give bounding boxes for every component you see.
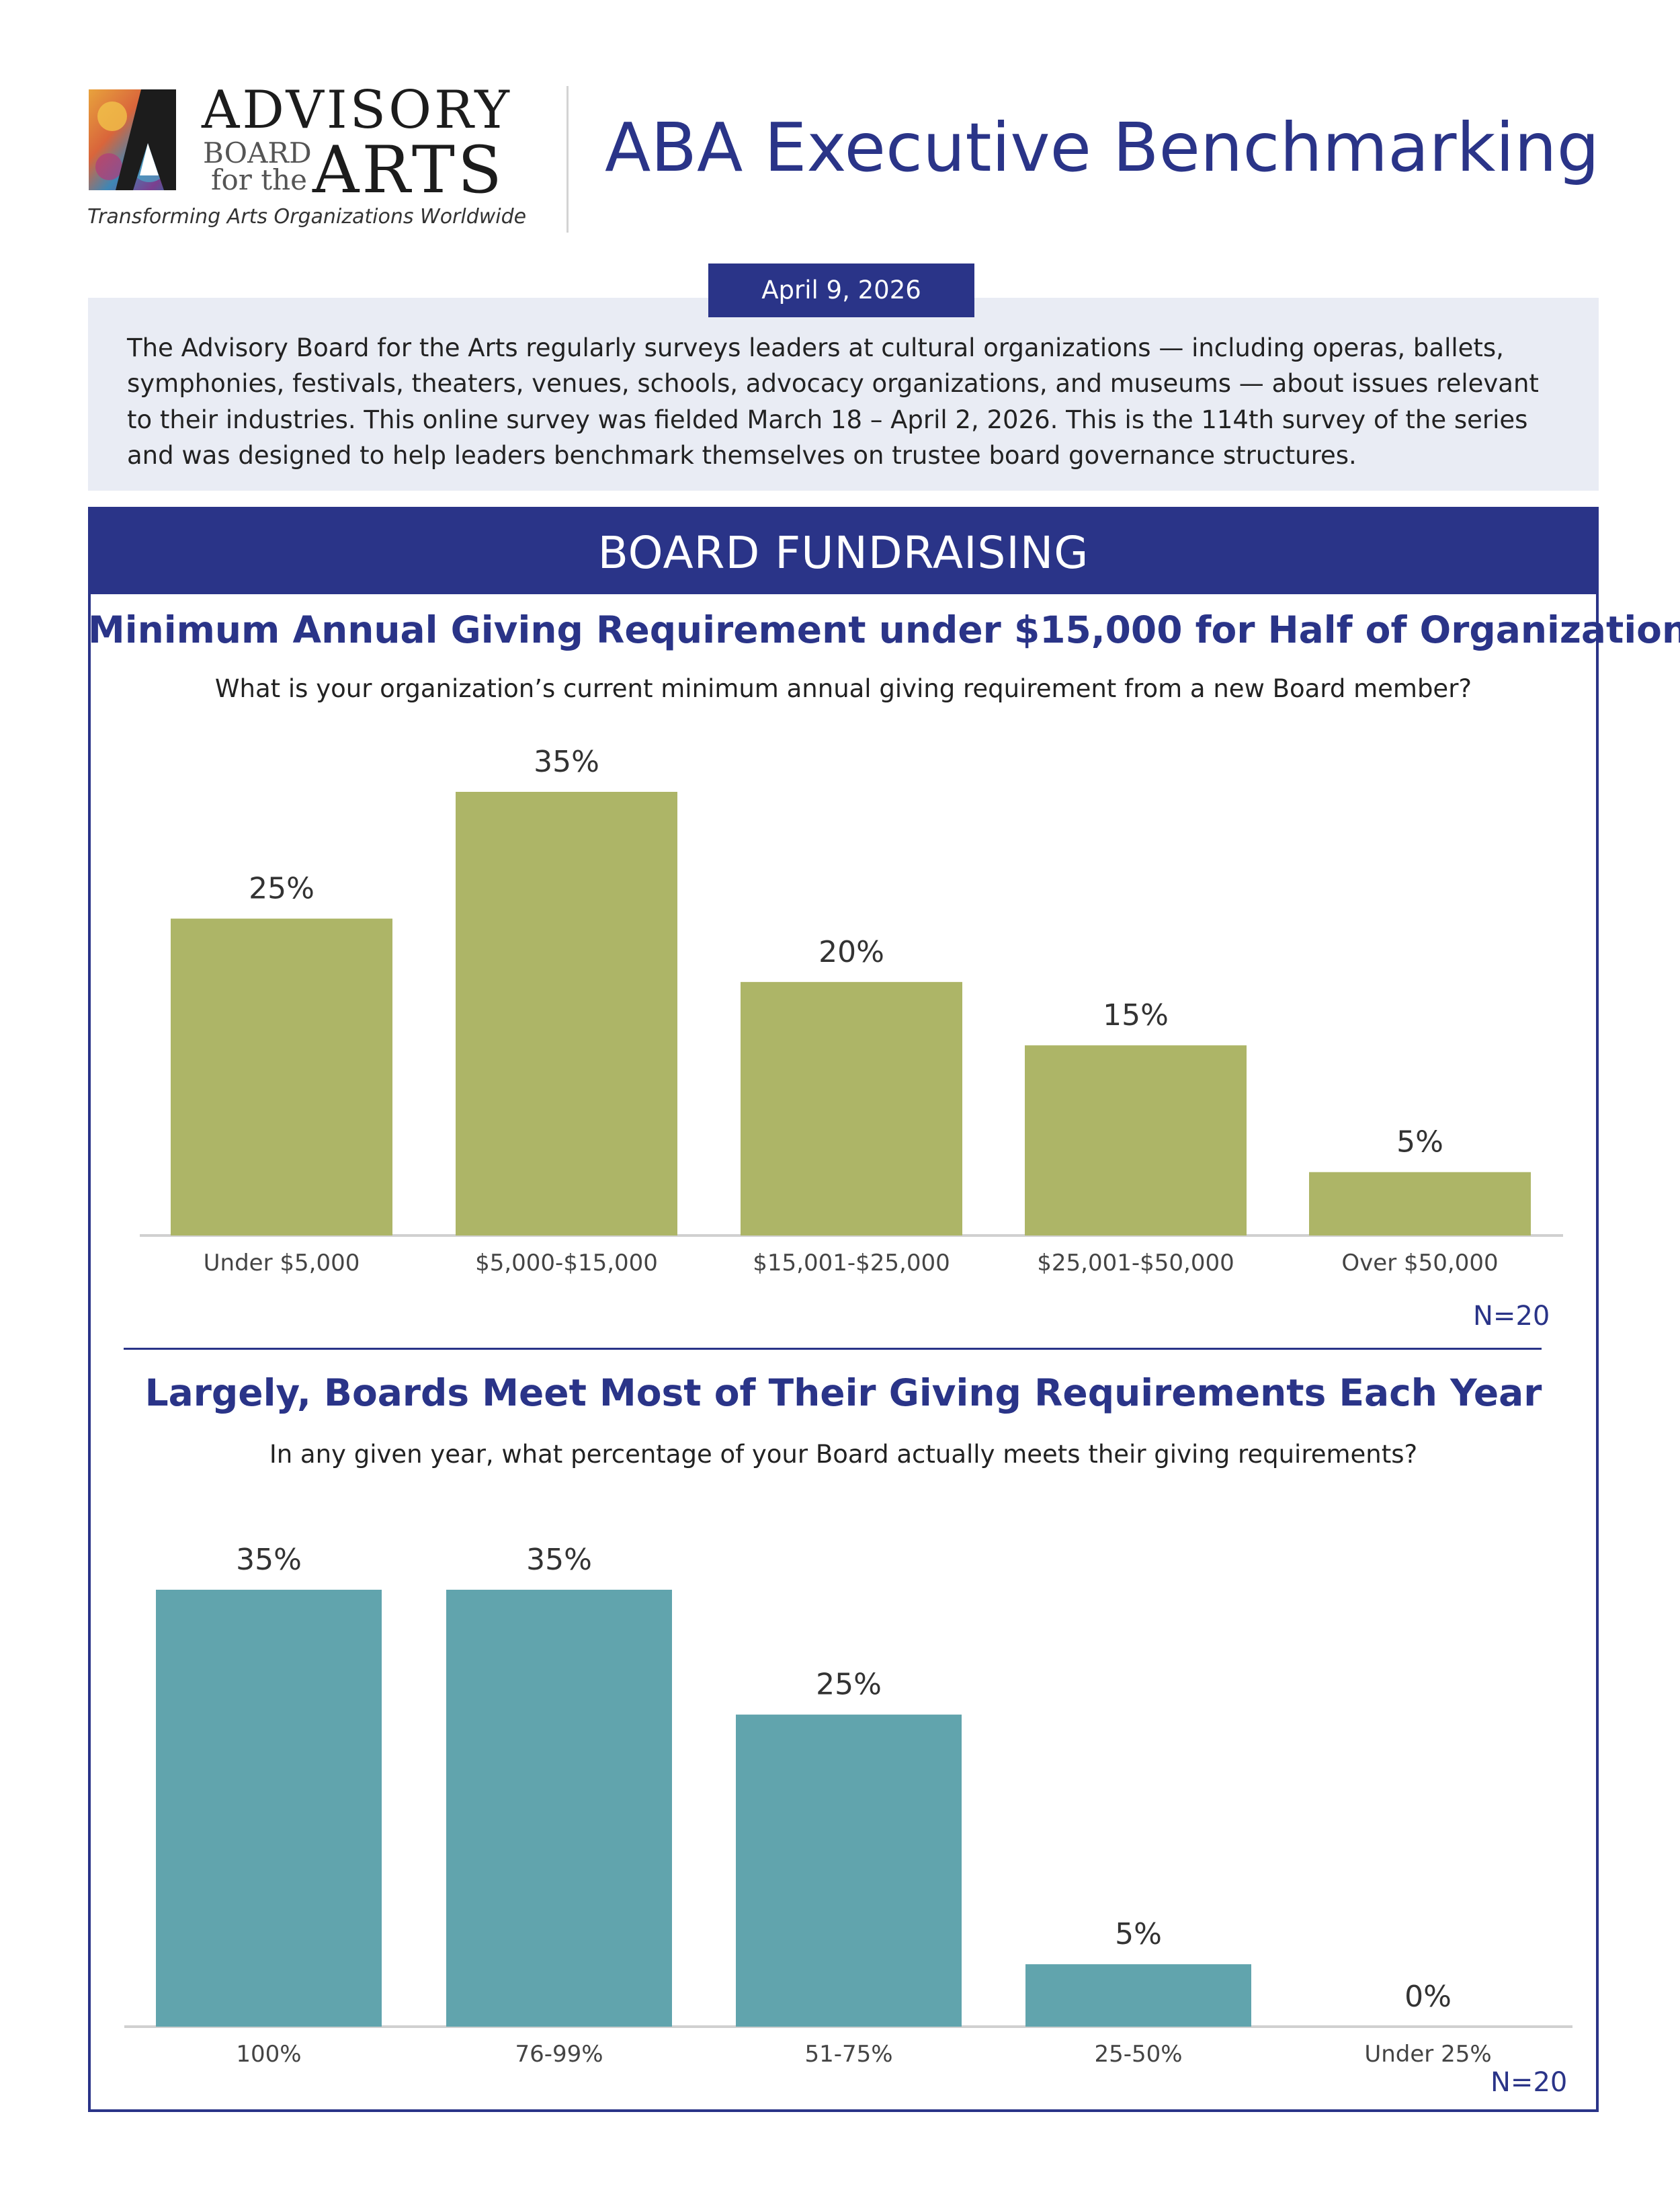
chart1-category-label: $15,001-$25,000 [753, 1250, 950, 1276]
chart2-n-label: N=20 [1490, 2067, 1568, 2098]
chart2-bar [156, 1590, 382, 2027]
chart1-category-label: $25,001-$50,000 [1037, 1250, 1234, 1276]
chart1-n-label: N=20 [1473, 1301, 1550, 1332]
chart1-bar [1025, 1045, 1247, 1235]
logo-board-text: BOARD [203, 136, 312, 169]
chart1-data-label: 35% [534, 745, 599, 779]
logo-advisory-text: ADVISORY [202, 80, 512, 140]
chart2-bar [446, 1590, 672, 2027]
chart2-title: Largely, Boards Meet Most of Their Givin… [144, 1371, 1542, 1414]
chart2-question: In any given year, what percentage of yo… [269, 1440, 1418, 1469]
logo-tagline: Transforming Arts Organizations Worldwid… [87, 205, 527, 229]
chart2-category-label: 25-50% [1094, 2041, 1182, 2064]
chart1-bar [456, 792, 677, 1235]
header-divider [566, 86, 569, 233]
intro-box: The Advisory Board for the Arts regularl… [88, 298, 1599, 491]
chart2-category-label: Under 25% [1364, 2041, 1491, 2064]
chart1-plot: 25% Under $5,000 35% $5,000-$15,000 20% $15,0… [140, 745, 1563, 1276]
chart2-category-label: 51-75% [804, 2041, 892, 2064]
logo: ADVISORY BOARD for the ARTS Transforming… [87, 84, 526, 239]
chart1-data-label: 15% [1103, 998, 1169, 1032]
chart2-bar [1025, 1964, 1251, 2027]
logo-forthe-text: for the [210, 163, 307, 196]
chart1-data-label: 25% [249, 872, 314, 906]
chart2-category-label: 100% [236, 2041, 301, 2064]
chart1-question: What is your organization’s current mini… [214, 674, 1472, 703]
chart1-category-label: Over $50,000 [1341, 1250, 1498, 1276]
chart1-title: Minimum Annual Giving Requirement under … [88, 608, 1680, 651]
chart1-data-label: 20% [818, 935, 884, 969]
chart2-plot: 35% 100% 35% 76-99% 25% 51-75% 5% 25-50% 0% Under… [124, 1543, 1572, 2064]
logo-mark-icon [89, 89, 176, 190]
logo-arts-text: ARTS [312, 132, 505, 208]
chart2-data-label: 0% [1404, 1980, 1452, 2014]
chart-separator [124, 1348, 1542, 1350]
section-title: BOARD FUNDRAISING [88, 507, 1599, 594]
chart2-category-label: 76-99% [515, 2041, 603, 2064]
chart2-data-label: 25% [816, 1668, 882, 1702]
chart1-data-label: 5% [1396, 1125, 1443, 1160]
chart1-category-label: Under $5,000 [204, 1250, 360, 1276]
chart1-bar [171, 918, 392, 1235]
page-title: ABA Executive Benchmarking [605, 108, 1600, 187]
chart2-data-label: 5% [1115, 1917, 1162, 1951]
chart2-data-label: 35% [236, 1543, 302, 1577]
chart2-bar [736, 1714, 962, 2027]
chart1-bar [741, 981, 962, 1235]
chart2-data-label: 35% [526, 1543, 592, 1577]
chart1-bar [1309, 1172, 1531, 1235]
intro-text: The Advisory Board for the Arts regularl… [127, 333, 1539, 470]
date-badge: April 9, 2026 [708, 263, 974, 317]
chart1-category-label: $5,000-$15,000 [475, 1250, 658, 1276]
